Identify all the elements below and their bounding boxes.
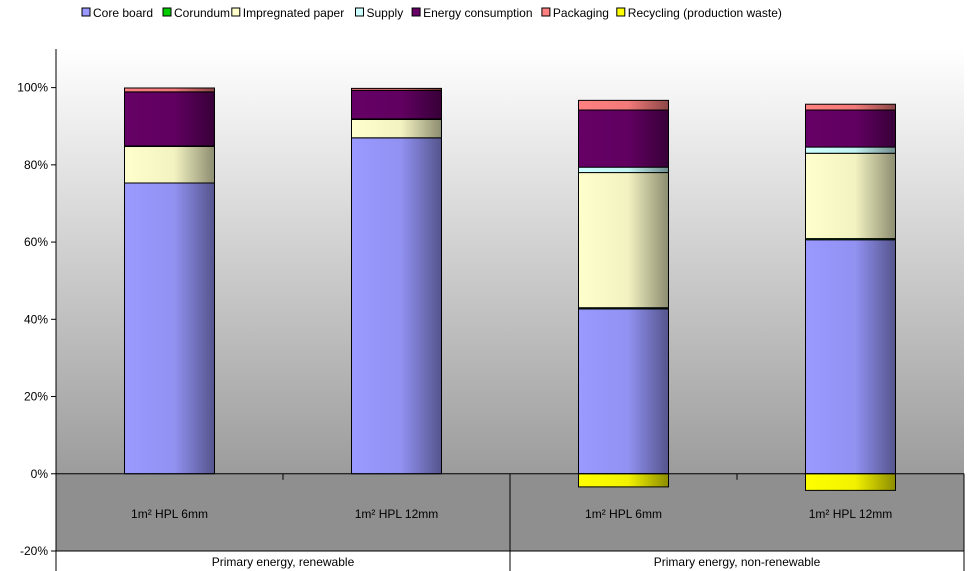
- y-tick-label: 100%: [17, 81, 48, 95]
- category-label: 1m² HPL 6mm: [585, 507, 662, 521]
- bar-segment-energy-consumption: [124, 91, 215, 147]
- legend-swatch-impregnated-paper: [231, 7, 241, 17]
- bar-segment-packaging: [351, 87, 442, 91]
- category-label: 1m² HPL 12mm: [355, 507, 439, 521]
- axes: -20% 0% 20% 40% 60% 80% 100%: [17, 49, 965, 571]
- bar-segment-energy-consumption: [578, 109, 669, 168]
- bar-segment-recycling-production-waste: [805, 473, 896, 491]
- y-tick-label: -20%: [20, 544, 48, 558]
- bar-segment-energy-consumption: [351, 89, 442, 120]
- bar-segment-recycling-production-waste: [578, 473, 669, 488]
- legend-item-corundum: Corundum: [162, 6, 230, 20]
- bar-segment-core-board: [805, 239, 896, 475]
- category-labels: 1m² HPL 6mm 1m² HPL 12mm 1m² HPL 6mm 1m² HP…: [131, 507, 892, 569]
- legend-swatch-supply: [355, 7, 364, 17]
- bar-segment-impregnated-paper: [351, 118, 442, 139]
- legend-label-packaging: Packaging: [553, 6, 609, 20]
- legend-item-packaging: Packaging: [541, 6, 609, 20]
- legend-swatch-recycling-production-waste: [616, 7, 626, 17]
- group-label: Primary energy, renewable: [212, 555, 355, 569]
- bar-segment-core-board: [578, 308, 669, 475]
- legend-label-corundum: Corundum: [174, 6, 230, 20]
- legend-item-impregnated-paper: Impregnated paper: [231, 6, 344, 20]
- bar-segment-packaging: [124, 87, 215, 93]
- bar-segment-core-board: [351, 137, 442, 475]
- bar-segment-packaging: [578, 99, 669, 111]
- legend-item-recycling-production-waste: Recycling (production waste): [616, 6, 782, 20]
- bar-segment-impregnated-paper: [805, 152, 896, 240]
- bar-segment-core-board: [124, 182, 215, 475]
- legend-label-energy-consumption: Energy consumption: [423, 6, 532, 20]
- bar-segment-impregnated-paper: [124, 145, 215, 184]
- bar-segment-supply: [805, 146, 896, 154]
- legend-label-impregnated-paper: Impregnated paper: [243, 6, 344, 20]
- legend-swatch-energy-consumption: [411, 7, 421, 17]
- legend-swatch-core-board: [81, 7, 91, 17]
- legend-item-energy-consumption: Energy consumption: [411, 6, 533, 20]
- legend-label-recycling-production-waste: Recycling (production waste): [628, 6, 782, 20]
- category-label: 1m² HPL 12mm: [809, 507, 893, 521]
- bar-segment-impregnated-paper: [578, 172, 669, 309]
- y-tick-label: 40%: [24, 312, 48, 326]
- legend: Core board Corundum Impregnated paper Suppl…: [81, 6, 782, 20]
- legend-item-core-board: Core board: [81, 6, 153, 20]
- y-tick-label: 20%: [24, 390, 48, 404]
- legend-label-supply: Supply: [367, 6, 404, 20]
- y-tick-label: 0%: [31, 467, 49, 481]
- group-label: Primary energy, non-renewable: [654, 555, 821, 569]
- legend-item-supply: Supply: [355, 6, 404, 20]
- bar-segment-energy-consumption: [805, 109, 896, 148]
- category-label: 1m² HPL 6mm: [131, 507, 208, 521]
- bar-segment-supply: [578, 166, 669, 174]
- bar-segment-packaging: [805, 103, 896, 111]
- y-tick-label: 60%: [24, 235, 48, 249]
- y-tick-label: 80%: [24, 158, 48, 172]
- legend-swatch-packaging: [541, 7, 551, 17]
- legend-swatch-corundum: [162, 7, 172, 17]
- legend-label-core-board: Core board: [93, 6, 153, 20]
